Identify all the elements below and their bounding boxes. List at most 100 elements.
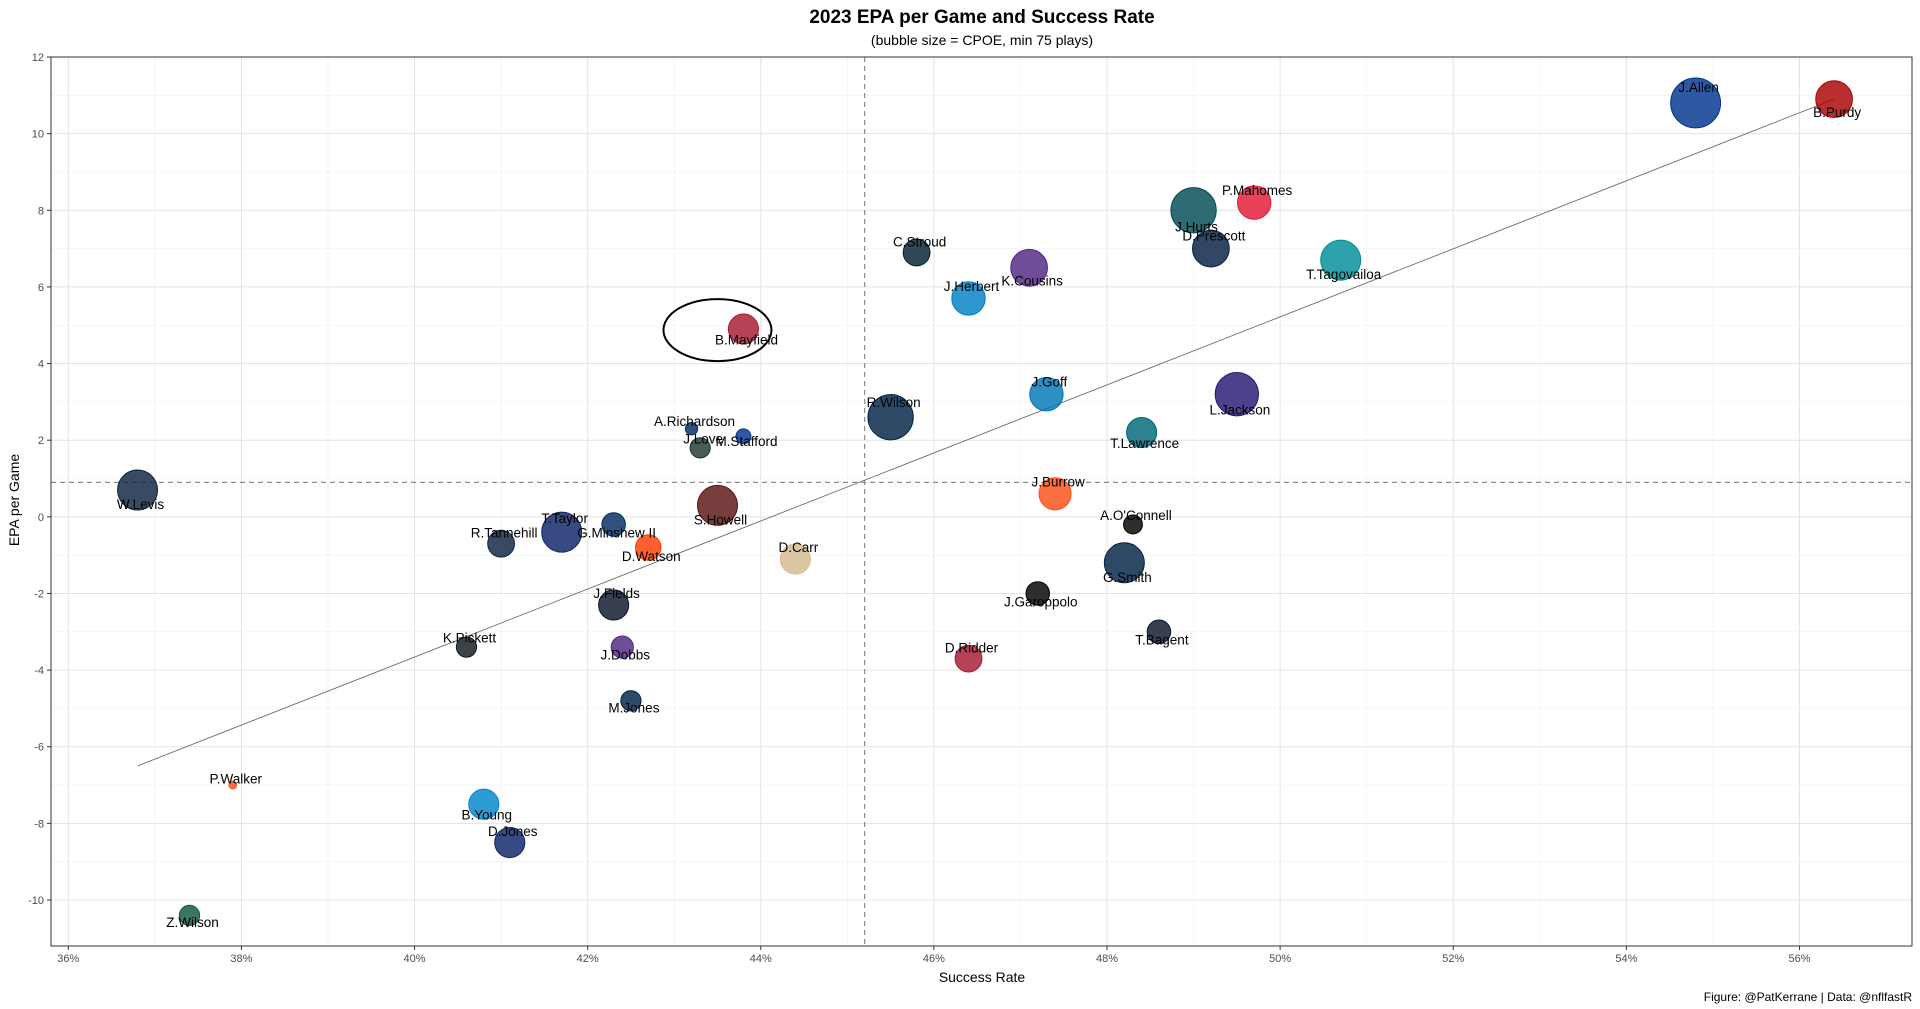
bubble — [1214, 372, 1259, 417]
point-label: T.Taylor — [541, 511, 588, 526]
bubble — [1670, 77, 1722, 129]
bubble — [1170, 187, 1217, 234]
plot-panel-border — [50, 56, 1913, 947]
x-tick-label: 42% — [577, 953, 599, 965]
y-tick-label: -6 — [34, 742, 44, 754]
point-label: P.Walker — [210, 771, 263, 786]
point-label: R.Wilson — [867, 395, 921, 410]
point-label: K.Pickett — [443, 631, 497, 646]
x-tick-label: 48% — [1096, 953, 1118, 965]
bubble — [455, 636, 478, 658]
y-tick-label: -2 — [34, 588, 44, 600]
bubble — [1192, 229, 1230, 268]
point-label: D.Ridder — [945, 641, 999, 656]
point-label: S.Howell — [694, 512, 747, 527]
point-label: J.Hurts — [1175, 219, 1218, 234]
bubble — [684, 422, 699, 436]
point-label: W.Levis — [117, 497, 165, 512]
bubble — [468, 788, 500, 820]
bubble — [228, 780, 238, 790]
y-tick-label: -10 — [28, 895, 44, 907]
bubble — [620, 690, 642, 712]
x-tick-label: 52% — [1442, 953, 1464, 965]
bubble — [1038, 477, 1072, 511]
point-label: J.Burrow — [1031, 475, 1085, 490]
axis-ticks-layer: 36% 38% 40% 42% 44% 46% 48% 50% 52% 54% 56% -10 -8 -6… — [28, 52, 1811, 965]
y-tick-label: 4 — [38, 359, 44, 371]
x-tick-label: 40% — [404, 953, 426, 965]
point-label: J.Fields — [593, 586, 640, 601]
bubble — [1815, 80, 1853, 119]
point-label: D.Watson — [622, 549, 681, 564]
bubble — [902, 238, 931, 267]
point-label: D.Jones — [488, 824, 538, 839]
plot-panel — [51, 57, 1912, 946]
y-tick-label: 0 — [38, 512, 44, 524]
point-label: D.Carr — [779, 540, 819, 555]
x-tick-label: 54% — [1615, 953, 1637, 965]
point-label: M.Stafford — [715, 434, 777, 449]
bubble — [1010, 248, 1048, 287]
highlight-layer — [662, 298, 773, 363]
bubble — [689, 437, 711, 459]
bubble — [1146, 619, 1172, 645]
y-tick-label: -4 — [34, 665, 44, 677]
x-tick-label: 50% — [1269, 953, 1291, 965]
bubble — [487, 529, 516, 558]
x-tick-label: 46% — [923, 953, 945, 965]
point-label: M.Jones — [608, 700, 659, 715]
point-label: B.Purdy — [1813, 105, 1861, 120]
point-label: J.Herbert — [944, 279, 1000, 294]
point-label: D.Prescott — [1182, 228, 1245, 243]
point-label: K.Cousins — [1001, 274, 1063, 289]
point-label: T.Tagovailoa — [1306, 267, 1382, 282]
bubble — [779, 543, 811, 575]
bubble — [735, 428, 752, 445]
trend-line-layer — [137, 98, 1835, 767]
bubble — [610, 635, 634, 659]
point-label: G.Minshew II — [577, 525, 656, 540]
reference-lines — [51, 57, 1912, 946]
bubble — [598, 589, 630, 621]
x-axis-title: Success Rate — [939, 969, 1026, 985]
bubble — [951, 281, 986, 316]
point-label: T.Bagent — [1135, 633, 1189, 648]
point-label: B.Young — [462, 808, 513, 823]
bubble — [178, 904, 201, 926]
point-label: Z.Wilson — [166, 915, 219, 930]
chart-subtitle: (bubble size = CPOE, min 75 plays) — [871, 32, 1093, 48]
point-label: G.Smith — [1103, 570, 1152, 585]
y-tick-label: -8 — [34, 818, 44, 830]
x-tick-label: 56% — [1788, 953, 1810, 965]
point-label: L.Jackson — [1209, 402, 1270, 417]
point-label: J.Love — [683, 431, 723, 446]
bubble — [696, 484, 738, 526]
point-label: R.Tannehill — [471, 526, 538, 541]
y-tick-label: 2 — [38, 435, 44, 447]
bubble — [954, 644, 983, 673]
bubble — [1236, 185, 1272, 220]
highlight-ellipse — [662, 298, 773, 363]
x-tick-label: 38% — [230, 953, 252, 965]
chart-caption: Figure: @PatKerrane | Data: @nflfastR — [1704, 990, 1913, 1004]
point-label: B.Mayfield — [715, 332, 778, 347]
point-label: J.Dobbs — [601, 647, 651, 662]
bubble — [1029, 377, 1064, 412]
bubbles-layer — [117, 77, 1853, 926]
y-tick-label: 12 — [32, 52, 44, 64]
bubble — [867, 394, 914, 441]
y-tick-label: 10 — [32, 129, 44, 141]
x-tick-label: 36% — [57, 953, 79, 965]
bubble — [494, 826, 526, 859]
point-label: A.O'Connell — [1100, 508, 1172, 523]
bubble — [1103, 542, 1145, 584]
bubble — [635, 534, 662, 561]
point-label: T.Lawrence — [1110, 436, 1179, 451]
point-label: A.Richardson — [654, 414, 735, 429]
point-labels-layer: J.Allen B.Purdy P.Mahomes J.HurtsD.Prescott… — [117, 80, 1861, 930]
point-label: J.Allen — [1678, 80, 1719, 95]
bubble — [1320, 239, 1362, 281]
point-label: P.Mahomes — [1222, 183, 1293, 198]
bubble — [117, 469, 159, 511]
